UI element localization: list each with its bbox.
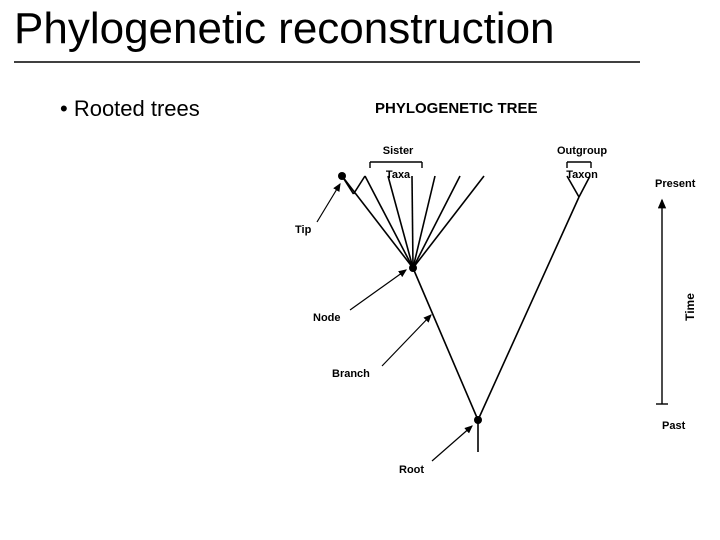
phylogenetic-tree-diagram bbox=[0, 0, 720, 540]
